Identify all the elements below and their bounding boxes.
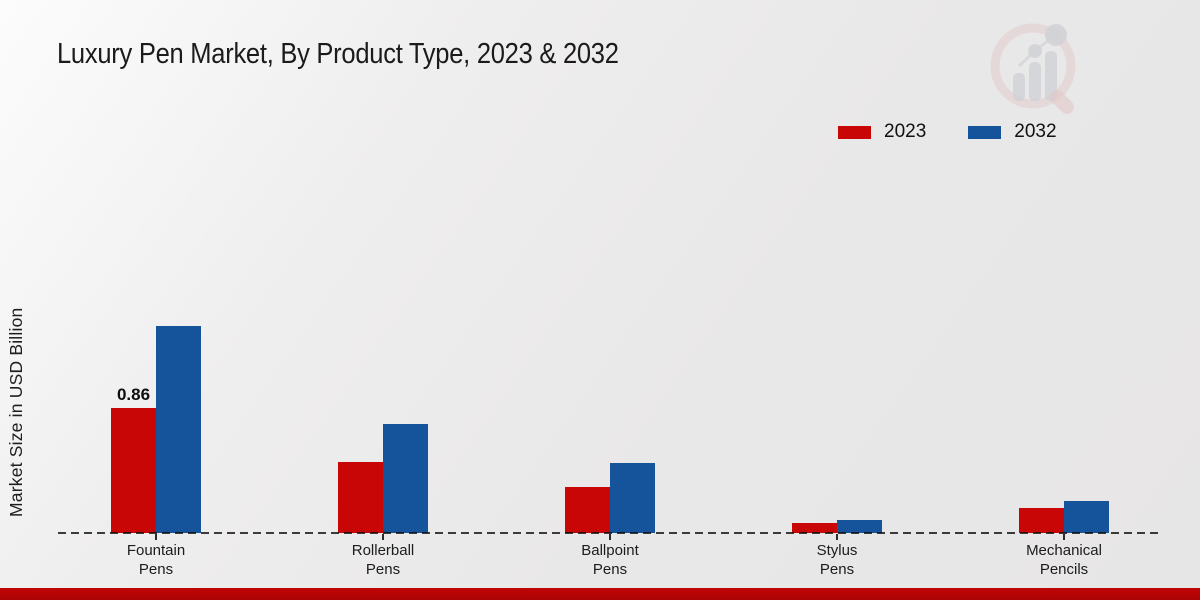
x-axis-tick (609, 534, 611, 540)
footer-accent-band (0, 588, 1200, 600)
bar-value-label: 0.86 (116, 385, 151, 404)
legend-label-2023: 2023 (884, 121, 927, 142)
x-axis-category-label: Ballpoint Pens (581, 542, 639, 578)
bar-2032-stylus-pens (837, 520, 882, 533)
bar-2032-fountain-pens (156, 326, 201, 533)
bar-2023-rollerball-pens (338, 462, 383, 533)
x-axis-tick (1063, 534, 1065, 540)
legend-swatch-2023 (838, 125, 871, 139)
x-axis-tick (155, 534, 157, 540)
legend: 2023 2032 (838, 121, 1057, 143)
legend-label-2032: 2032 (1014, 121, 1057, 142)
bar-2032-rollerball-pens (383, 424, 428, 533)
bar-2032-ballpoint-pens (610, 463, 655, 533)
x-axis-category-label: Rollerball Pens (351, 542, 415, 578)
bar-2032-mechanical-pencils (1064, 501, 1109, 533)
bar-2023-stylus-pens (792, 523, 837, 533)
bar-2023-fountain-pens (111, 408, 156, 533)
legend-swatch-2032 (968, 125, 1002, 139)
x-axis-dashed-baseline (58, 532, 1160, 534)
x-axis-category-label: Stylus Pens (816, 542, 858, 578)
legend-item-2023: 2023 (838, 121, 926, 143)
chart-title: Luxury Pen Market, By Product Type, 2023… (57, 38, 619, 70)
bar-2023-ballpoint-pens (565, 487, 610, 533)
x-axis-tick (382, 534, 384, 540)
x-axis-category-label: Mechanical Pencils (1026, 542, 1102, 578)
x-axis-category-label: Fountain Pens (126, 542, 186, 578)
legend-item-2032: 2032 (968, 121, 1057, 143)
bar-2023-mechanical-pencils (1019, 508, 1064, 533)
x-axis-tick (836, 534, 838, 540)
